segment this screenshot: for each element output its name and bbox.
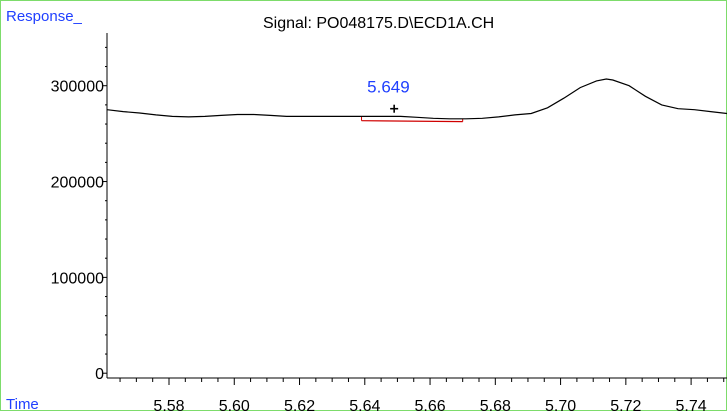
peak-label: 5.649: [367, 77, 410, 96]
axes-group: 0 100000 200000 300000 5.58 5.60 5.62 5.64 5.66 5…: [51, 33, 727, 411]
y-tick-label: 200000: [51, 175, 104, 192]
x-tick-label: 5.58: [153, 398, 184, 411]
signal-trace: [106, 78, 727, 120]
y-tick-label: 100000: [51, 270, 104, 287]
y-axis-label: Response_: [6, 8, 82, 25]
y-tick-label: 300000: [51, 79, 104, 96]
x-tick-label: 5.62: [284, 398, 315, 411]
peak-baseline: [361, 120, 463, 123]
x-tick-label: 5.60: [219, 398, 250, 411]
x-tick-label: 5.68: [480, 398, 511, 411]
x-tick-label: 5.66: [414, 398, 445, 411]
x-tick-label: 5.64: [349, 398, 380, 411]
x-axis-label: Time: [6, 396, 39, 413]
x-tick-label: 5.74: [676, 398, 707, 411]
x-tick-label: 5.72: [610, 398, 641, 411]
signal-title: Signal: PO048175.D\ECD1A.CH: [263, 15, 495, 32]
x-tick-label: 5.70: [545, 398, 576, 411]
marks-group: 5.649: [106, 77, 727, 123]
y-tick-label: 0: [95, 366, 104, 383]
